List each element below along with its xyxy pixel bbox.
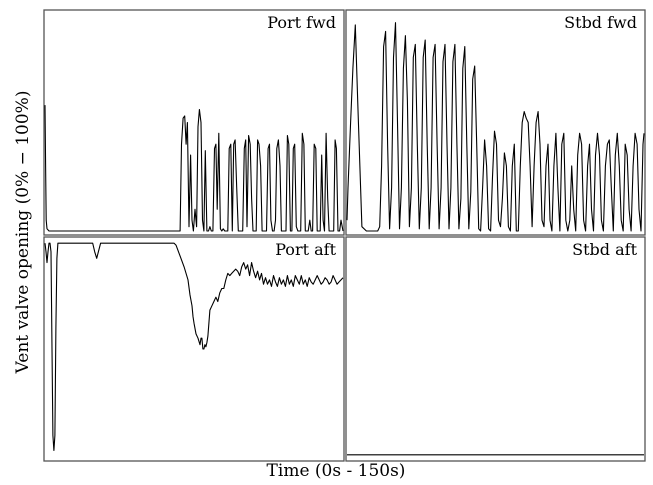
- panel-frame-stbd-aft: [345, 236, 646, 462]
- series-line-port-fwd: [44, 105, 344, 232]
- panel-title-stbd-aft: Stbd aft: [572, 240, 637, 259]
- panel-stbd-aft: Stbd aft: [345, 236, 646, 462]
- panels-group: Port fwd Stbd fwd Port aft Stbd aft: [43, 9, 646, 462]
- panel-frame-port-aft: [43, 236, 345, 462]
- y-axis-label: Vent valve opening (0% − 100%): [13, 91, 33, 375]
- series-line-port-aft: [44, 242, 344, 452]
- panel-frame-port-fwd: [43, 9, 345, 236]
- panel-port-fwd: Port fwd: [43, 9, 345, 236]
- series-line-stbd-fwd: [346, 22, 645, 232]
- panel-frame-stbd-fwd: [345, 9, 646, 236]
- x-axis-label: Time (0s - 150s): [267, 461, 406, 481]
- panel-port-aft: Port aft: [43, 236, 345, 462]
- panel-title-port-aft: Port aft: [275, 240, 336, 259]
- panel-title-stbd-fwd: Stbd fwd: [564, 13, 637, 32]
- panel-title-port-fwd: Port fwd: [267, 13, 336, 32]
- panel-stbd-fwd: Stbd fwd: [345, 9, 646, 236]
